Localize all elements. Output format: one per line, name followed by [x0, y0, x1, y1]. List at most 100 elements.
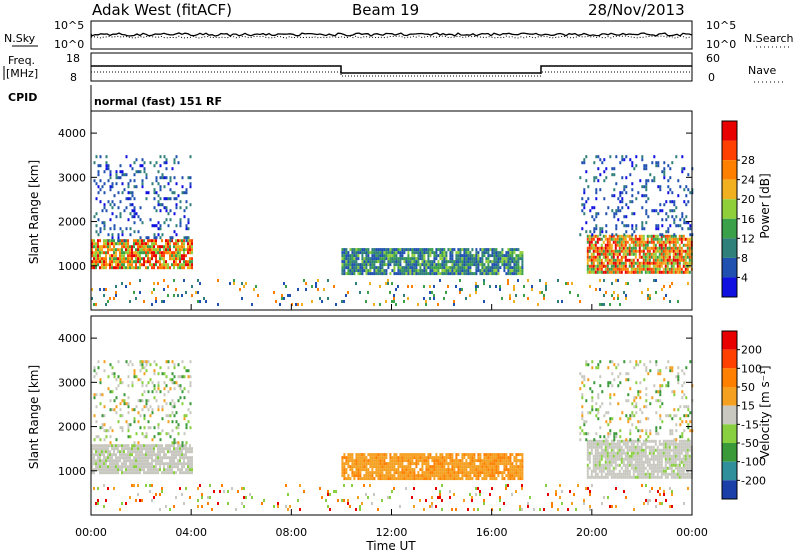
y-tick-label: 2000 [58, 216, 86, 229]
power-cell [656, 246, 659, 250]
power-cell [666, 240, 669, 244]
vel-cell [183, 387, 186, 391]
power-cell [143, 242, 145, 246]
power-cell [669, 176, 672, 180]
vel-cell [97, 487, 99, 490]
power-cell [451, 248, 454, 252]
vel-cell [521, 462, 524, 466]
power-cell [443, 260, 446, 264]
power-cell [465, 254, 468, 258]
power-cell [197, 279, 199, 282]
vel-cell [609, 381, 612, 385]
power-cell [600, 270, 603, 274]
power-cell [479, 248, 482, 252]
vel-cell [185, 447, 187, 451]
power-cell [159, 248, 161, 252]
vel-cell [587, 363, 590, 367]
vel-cell [678, 442, 681, 446]
power-cell [415, 248, 418, 252]
vel-cell [679, 435, 682, 439]
power-cell [527, 297, 529, 300]
vel-cell [683, 393, 686, 397]
power-cell [391, 282, 393, 285]
power-cell [443, 263, 446, 267]
power-cell [411, 266, 414, 270]
power-cell [614, 258, 617, 262]
power-cell [688, 261, 691, 265]
vel-cell [673, 390, 676, 394]
vel-cell [183, 453, 185, 457]
power-cell [113, 203, 116, 207]
power-cell [656, 240, 659, 244]
power-cell [678, 237, 681, 241]
vel-cell [433, 474, 436, 478]
power-cell [664, 237, 667, 241]
power-cell [421, 272, 424, 276]
vel-cell [119, 456, 121, 460]
power-cell [545, 288, 547, 291]
power-cell [592, 258, 595, 262]
vel-cell [664, 472, 667, 476]
vel-cell [371, 477, 374, 481]
power-cell [634, 234, 637, 238]
power-cell [97, 191, 100, 195]
vel-cell [597, 411, 600, 415]
power-cell [659, 233, 662, 237]
power-cell [539, 291, 541, 294]
vel-cell [503, 456, 506, 460]
vel-cell [688, 472, 691, 476]
power-cell [93, 257, 95, 261]
vel-cell [407, 468, 410, 472]
vel-cell [371, 468, 374, 472]
power-cell [610, 237, 613, 241]
power-cell [113, 227, 116, 231]
power-cell [638, 240, 641, 244]
power-cell [153, 197, 156, 201]
vel-cell [662, 466, 665, 470]
vel-cell [173, 462, 175, 466]
power-cell [648, 255, 651, 259]
power-cell [606, 252, 609, 256]
power-cell [483, 272, 486, 276]
vel-cell [622, 472, 625, 476]
power-cell [590, 267, 593, 271]
power-cell [613, 173, 616, 177]
vel-cell [634, 460, 637, 464]
power-cell [467, 248, 470, 252]
power-cell [189, 245, 191, 249]
vel-cell [622, 448, 625, 452]
power-cell [626, 234, 629, 238]
power-cell [117, 191, 120, 195]
power-cell [421, 260, 424, 264]
power-cell [367, 251, 370, 255]
power-cell [683, 221, 686, 225]
vel-cell [355, 468, 358, 472]
power-cell [183, 279, 185, 282]
vel-cell [630, 463, 633, 467]
vel-cell [129, 459, 131, 463]
vel-cell [675, 414, 678, 418]
power-cell [341, 248, 344, 252]
vel-cell [646, 463, 649, 467]
vel-cell [157, 447, 159, 451]
power-cell [614, 252, 617, 256]
power-cell [620, 270, 623, 274]
power-cell [403, 300, 405, 303]
vel-cell [115, 468, 117, 472]
power-cell [121, 260, 123, 264]
vel-cell [143, 444, 145, 448]
power-cell [591, 215, 594, 219]
power-cell [622, 246, 625, 250]
vel-cell [639, 420, 642, 424]
power-cell [423, 269, 426, 273]
vel-cell [183, 459, 185, 463]
power-cell [119, 170, 122, 174]
vel-cell [521, 477, 524, 481]
vel-cell [197, 499, 199, 502]
vel-cell [201, 493, 203, 496]
vel-cell [583, 420, 586, 424]
power-cell [159, 236, 162, 240]
vel-cell [596, 454, 599, 458]
power-cell [650, 252, 653, 256]
